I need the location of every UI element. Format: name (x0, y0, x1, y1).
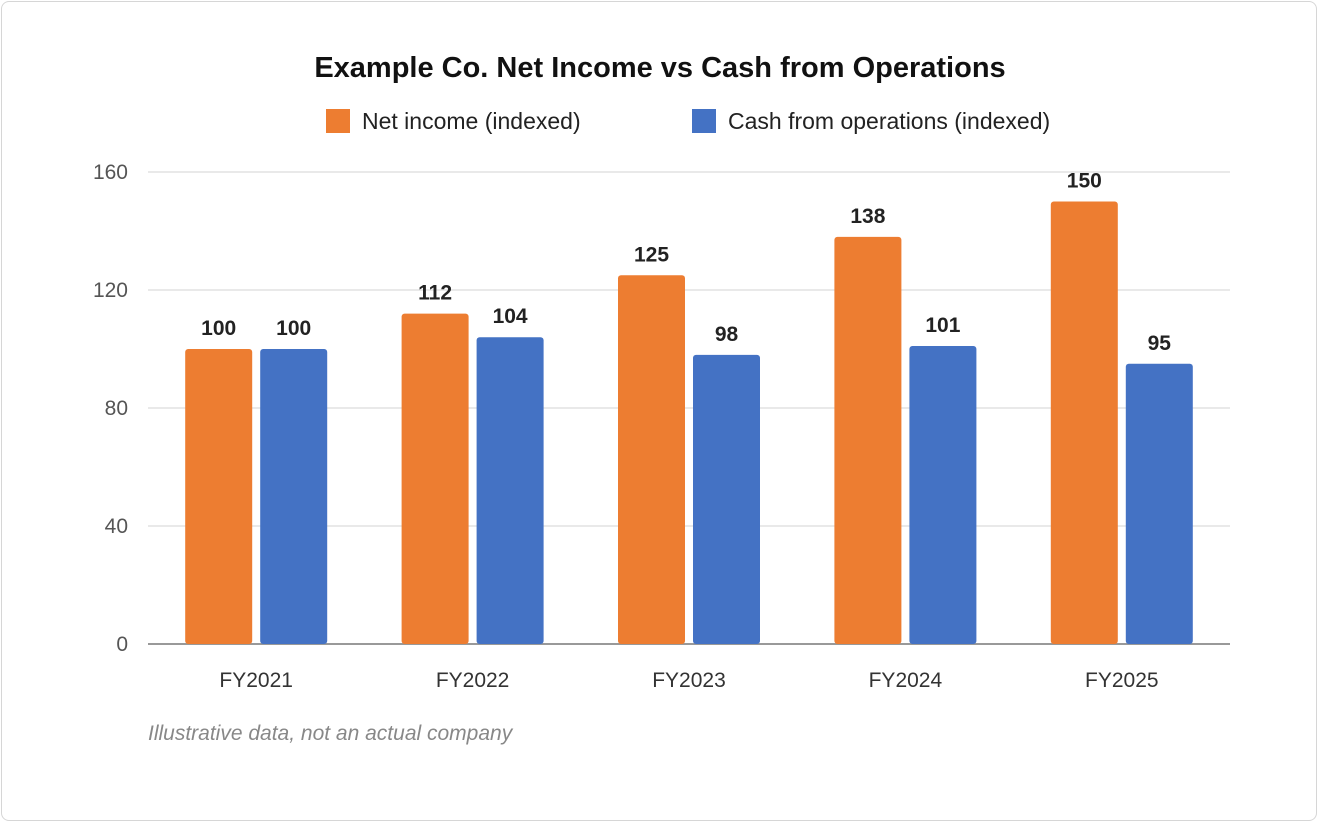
y-axis-tick-labels: 0 40 80 120 160 (93, 161, 128, 656)
legend-item-net-income: Net income (indexed) (326, 106, 581, 136)
bars (185, 201, 1193, 644)
y-tick-label-80: 80 (105, 397, 128, 420)
data-label-net-income-indexed-fy2024: 138 (850, 205, 885, 228)
data-label-net-income-indexed-fy2025: 150 (1067, 170, 1102, 193)
y-tick-label-120: 120 (93, 279, 128, 302)
bar-net-income-indexed-fy2021 (185, 349, 253, 644)
bar-cash-from-operations-indexed-fy2025 (1125, 363, 1193, 644)
bar-net-income-indexed-fy2024 (834, 236, 902, 644)
data-label-cash-from-operations-indexed-fy2021: 100 (276, 317, 311, 340)
data-labels: 100 100 112 104 125 98 138 101 150 95 (201, 170, 1171, 355)
bar-net-income-indexed-fy2023 (618, 275, 685, 644)
x-category-label-fy2023: FY2023 (652, 669, 726, 692)
legend-swatch-net-income (326, 109, 350, 133)
x-axis-category-labels: FY2021 FY2022 FY2023 FY2024 FY2025 (219, 669, 1158, 692)
chart-legend: Net income (indexed) Cash from operation… (0, 106, 1320, 136)
chart-footnote: Illustrative data, not an actual company (148, 722, 513, 745)
bar-cash-from-operations-indexed-fy2022 (476, 337, 544, 644)
data-label-cash-from-operations-indexed-fy2022: 104 (493, 305, 528, 328)
bar-net-income-indexed-fy2022 (401, 313, 469, 644)
legend-label-net-income: Net income (indexed) (362, 107, 581, 134)
bar-cash-from-operations-indexed-fy2021 (260, 349, 328, 644)
legend-swatch-cash-from-operations (692, 109, 716, 133)
gridlines (148, 171, 1230, 645)
data-label-cash-from-operations-indexed-fy2023: 98 (715, 323, 739, 346)
x-category-label-fy2021: FY2021 (219, 669, 293, 692)
x-category-label-fy2024: FY2024 (869, 669, 943, 692)
legend-label-cash-from-operations: Cash from operations (indexed) (728, 107, 1051, 134)
data-label-cash-from-operations-indexed-fy2024: 101 (925, 314, 960, 337)
bar-cash-from-operations-indexed-fy2024 (909, 346, 977, 644)
x-category-label-fy2022: FY2022 (436, 669, 510, 692)
bar-net-income-indexed-fy2025 (1050, 201, 1118, 644)
chart-title: Example Co. Net Income vs Cash from Oper… (314, 52, 1006, 84)
x-category-label-fy2025: FY2025 (1085, 669, 1159, 692)
data-label-net-income-indexed-fy2023: 125 (634, 243, 669, 266)
data-label-cash-from-operations-indexed-fy2025: 95 (1148, 332, 1172, 355)
data-label-net-income-indexed-fy2022: 112 (418, 282, 452, 305)
data-label-net-income-indexed-fy2021: 100 (201, 317, 236, 340)
y-tick-label-160: 160 (93, 161, 128, 184)
y-tick-label-0: 0 (116, 633, 128, 656)
legend-item-cash-from-operations: Cash from operations (indexed) (692, 106, 1050, 136)
bar-cash-from-operations-indexed-fy2023 (693, 354, 760, 644)
y-tick-label-40: 40 (105, 515, 128, 538)
